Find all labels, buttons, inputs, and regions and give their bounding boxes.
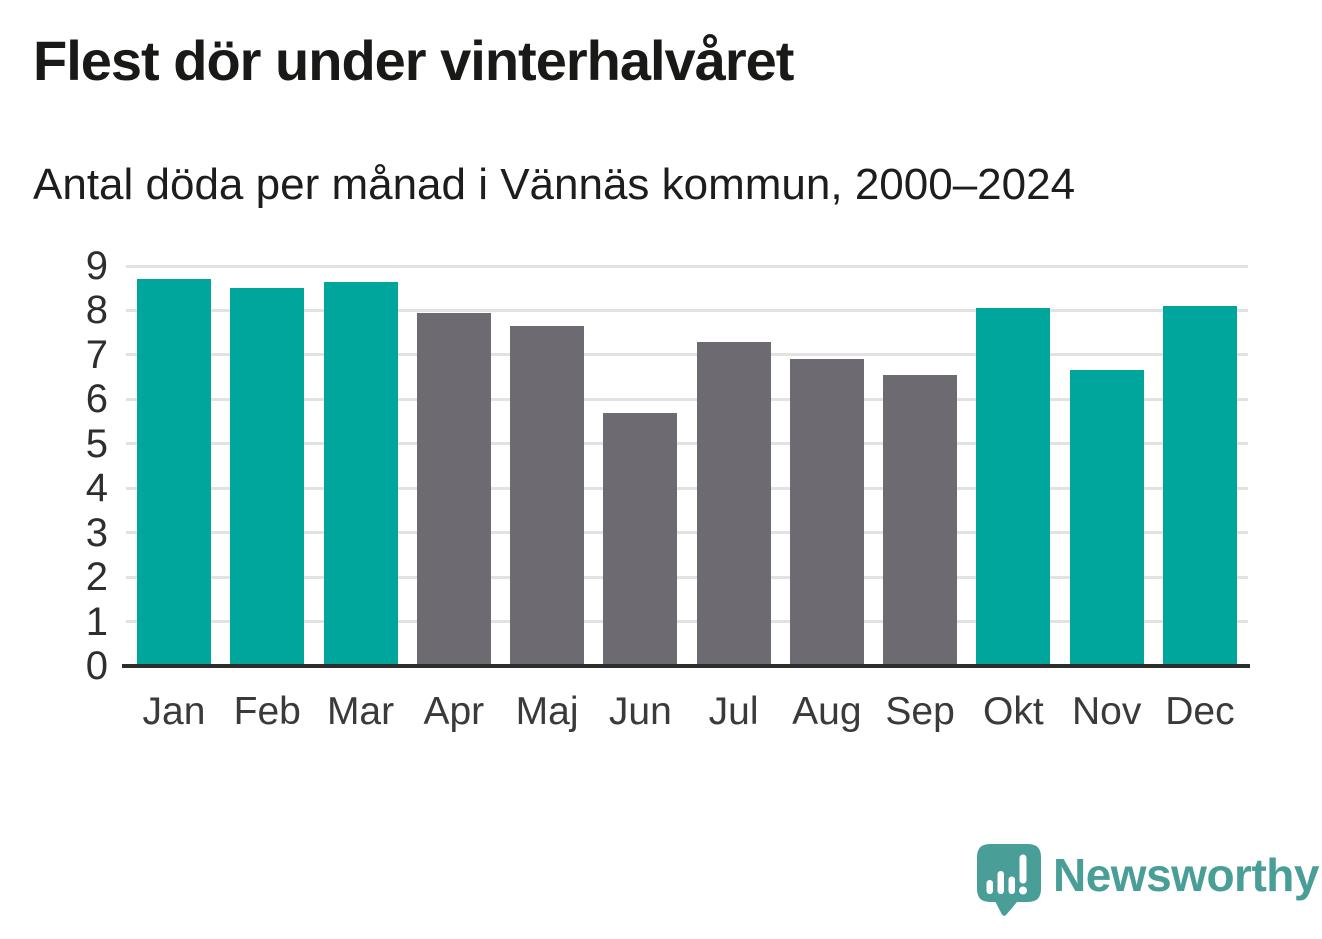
plot-area xyxy=(126,264,1248,666)
bar-dec xyxy=(1162,306,1237,666)
newsworthy-wordmark: Newsworthy xyxy=(1053,849,1319,901)
x-axis-label-apr: Apr xyxy=(423,690,485,733)
x-axis-label-maj: Maj xyxy=(515,690,579,733)
exclamation-bar xyxy=(1019,854,1027,884)
gridline-y5 xyxy=(126,442,1248,446)
y-axis-tick-label-8: 8 xyxy=(85,288,108,333)
bar-nov xyxy=(1069,370,1144,666)
bar-aug xyxy=(789,359,864,666)
bar-jun xyxy=(603,412,678,666)
y-axis-tick-label-3: 3 xyxy=(85,510,108,555)
bar-feb xyxy=(230,288,305,666)
gridline-y3 xyxy=(126,531,1248,535)
x-axis-label-jul: Jul xyxy=(708,690,759,733)
y-axis-tick-label-6: 6 xyxy=(85,377,108,422)
y-axis-tick-label-4: 4 xyxy=(85,466,108,511)
mini-bar-2 xyxy=(997,871,1004,894)
x-axis-label-dec: Dec xyxy=(1165,690,1235,733)
y-axis-tick-label-1: 1 xyxy=(85,599,108,644)
x-axis: Jan Feb Mar Apr Maj Jun Jul Aug Sep Okt Nov Dec xyxy=(126,688,1248,736)
x-axis-label-jan: Jan xyxy=(142,690,206,733)
y-axis-tick-label-0: 0 xyxy=(85,644,108,688)
newsworthy-logo-icon xyxy=(977,844,1041,916)
x-axis-label-okt: Okt xyxy=(983,690,1044,733)
chart-title: Flest dör under vinterhalvåret xyxy=(33,29,794,92)
gridline-y2 xyxy=(126,575,1248,579)
newsworthy-logo: Newsworthy xyxy=(977,844,1319,916)
x-axis-label-jun: Jun xyxy=(608,690,672,733)
x-axis-label-nov: Nov xyxy=(1071,690,1142,733)
bar-okt xyxy=(976,308,1051,666)
y-axis-tick-label-5: 5 xyxy=(85,421,108,466)
mini-bar-3 xyxy=(1008,876,1015,894)
y-axis-tick-label-2: 2 xyxy=(85,555,108,600)
gridline-y6 xyxy=(126,397,1248,401)
bar-jan xyxy=(137,279,211,666)
gridline-y4 xyxy=(126,486,1248,490)
gridline-y8 xyxy=(126,308,1248,312)
x-axis-label-feb: Feb xyxy=(233,690,301,733)
mini-bar-1 xyxy=(986,880,993,894)
x-axis-label-mar: Mar xyxy=(326,690,395,733)
bar-mar xyxy=(323,281,398,666)
bar-maj xyxy=(510,326,585,666)
chart-subtitle: Antal döda per månad i Vännäs kommun, 20… xyxy=(33,160,1076,209)
gridline-y1 xyxy=(126,620,1248,624)
y-axis-tick-label-7: 7 xyxy=(85,332,108,377)
bar-sep xyxy=(883,374,958,666)
x-axis-label-sep: Sep xyxy=(885,690,955,733)
gridline-y7 xyxy=(126,353,1248,357)
gridline-y9 xyxy=(126,264,1248,268)
x-axis-label-aug: Aug xyxy=(792,690,862,733)
x-axis-baseline xyxy=(122,664,1250,668)
bar-apr xyxy=(416,312,491,666)
bar-jul xyxy=(696,341,771,666)
bar-series xyxy=(126,266,1248,666)
exclamation-dot xyxy=(1019,886,1027,895)
y-axis-tick-label-9: 9 xyxy=(85,244,108,288)
